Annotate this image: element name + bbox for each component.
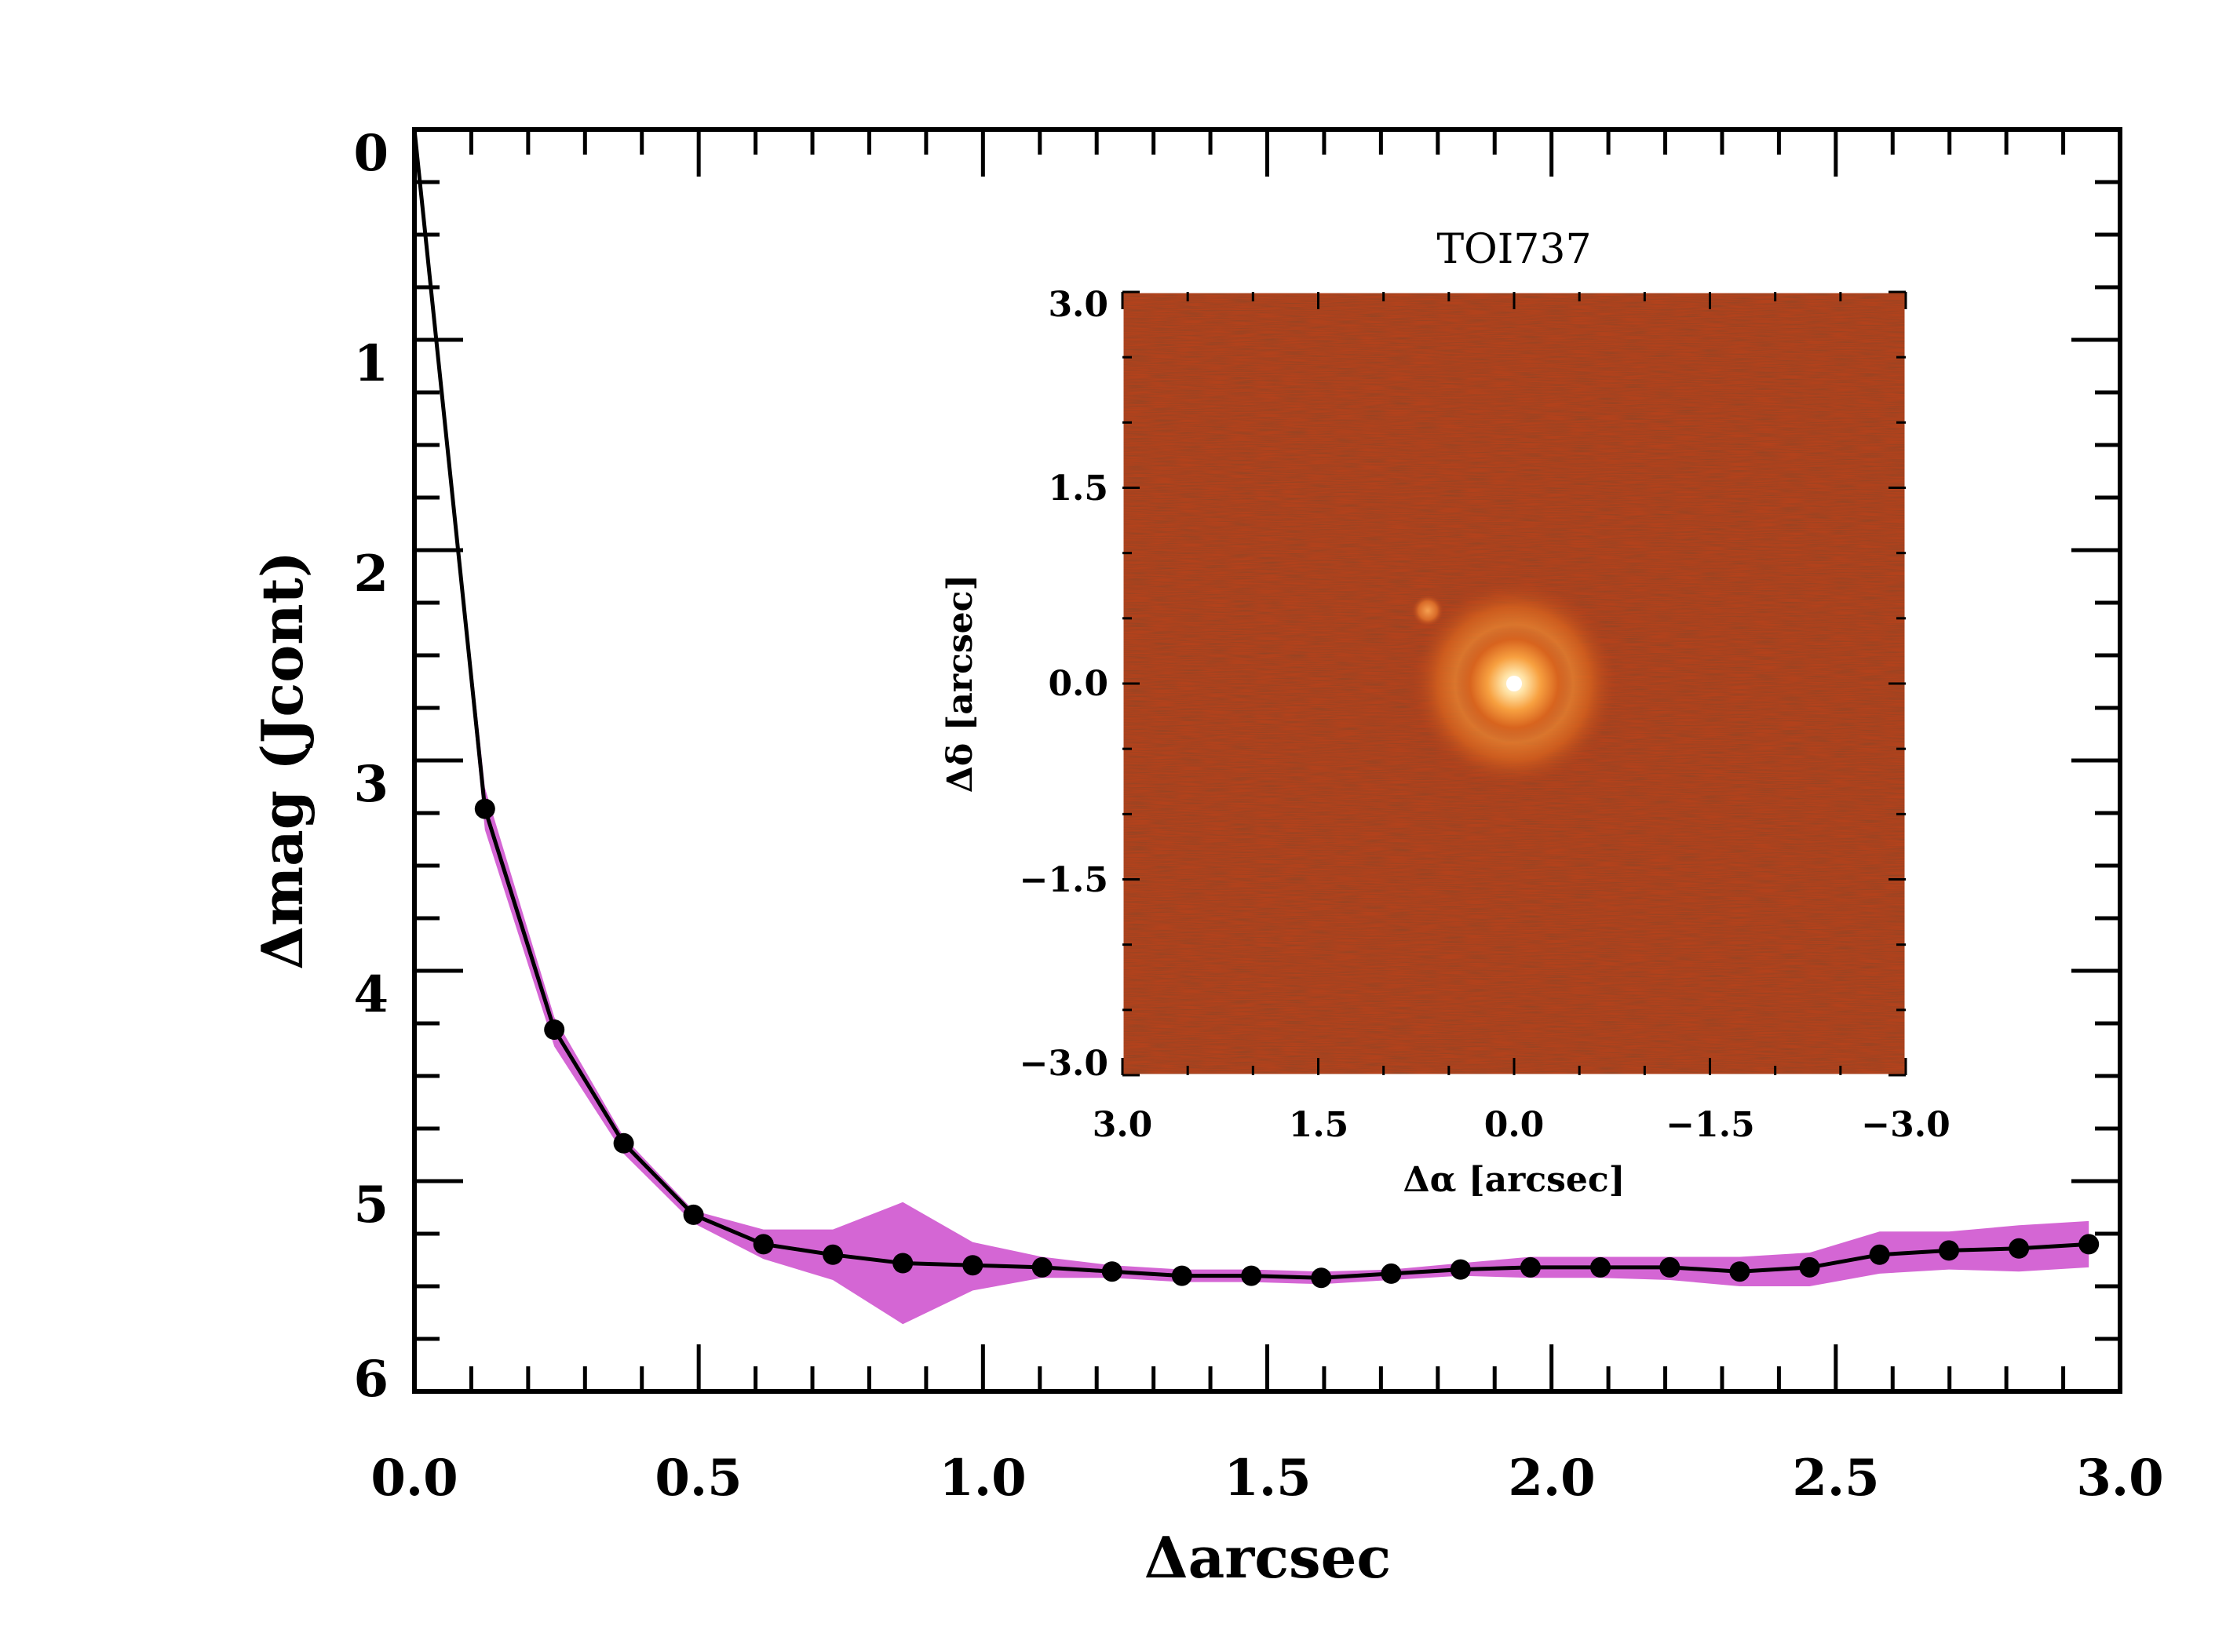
data-point — [1381, 1263, 1402, 1284]
data-point — [823, 1244, 844, 1265]
inset-y-tick-label: 1.5 — [1048, 469, 1108, 509]
data-point — [1450, 1259, 1471, 1280]
data-point — [1311, 1267, 1332, 1289]
inset-y-axis-title: Δδ [arcsec] — [940, 574, 980, 793]
data-point — [1729, 1261, 1750, 1282]
inset-x-tick-label: 3.0 — [1093, 1105, 1153, 1145]
x-tick-label: 0.5 — [655, 1449, 742, 1508]
data-point — [892, 1253, 914, 1274]
inset-y-tick-label: 3.0 — [1048, 285, 1108, 325]
data-point — [1799, 1256, 1820, 1278]
x-tick-label: 0.0 — [370, 1449, 458, 1508]
inset-x-axis-title: Δα [arcsec] — [1403, 1160, 1626, 1200]
inset-y-tick-label: 0.0 — [1048, 664, 1108, 704]
data-point — [613, 1132, 634, 1154]
x-tick-label: 2.5 — [1792, 1449, 1879, 1508]
data-point — [2078, 1234, 2100, 1255]
data-point — [1101, 1261, 1122, 1282]
y-axis-title: Δmag (Jcont) — [249, 551, 316, 970]
inset-x-tick-label: −3.0 — [1861, 1105, 1950, 1145]
inset-x-tick-label: 1.5 — [1289, 1105, 1349, 1145]
y-tick-labels: 0 1 2 3 4 5 6 — [353, 124, 389, 1409]
data-point — [1659, 1256, 1680, 1278]
data-point — [683, 1204, 704, 1225]
primary-star-core — [1506, 676, 1522, 691]
inset-y-tick-label: −3.0 — [1020, 1044, 1108, 1084]
inset-x-tick-label: −1.5 — [1666, 1105, 1754, 1145]
x-tick-labels: 0.0 0.5 1.0 1.5 2.0 2.5 3.0 — [370, 1449, 2163, 1508]
y-tick-label: 0 — [353, 124, 389, 183]
y-tick-label: 1 — [353, 334, 389, 393]
data-point — [1031, 1256, 1053, 1278]
data-point — [1939, 1240, 1959, 1261]
data-point — [1869, 1244, 1890, 1265]
companion-star — [1412, 595, 1443, 626]
inset-x-tick-labels: 3.0 1.5 0.0 −1.5 −3.0 — [1093, 1105, 1951, 1145]
inset-y-tick-labels: 3.0 1.5 0.0 −1.5 −3.0 — [1020, 285, 1108, 1084]
y-tick-label: 2 — [353, 545, 389, 604]
y-tick-label: 3 — [353, 755, 389, 814]
data-point — [1171, 1265, 1192, 1286]
y-tick-label: 6 — [353, 1350, 389, 1409]
data-point — [544, 1019, 565, 1040]
inset-x-tick-label: 0.0 — [1484, 1105, 1545, 1145]
x-tick-label: 1.5 — [1224, 1449, 1311, 1508]
y-tick-label: 5 — [353, 1176, 389, 1234]
data-point — [1520, 1256, 1541, 1278]
y-tick-label: 4 — [353, 965, 389, 1024]
inset-axis-ticks — [1121, 290, 1907, 1077]
data-point — [1241, 1265, 1262, 1286]
inset-title: TOI737 — [1436, 226, 1591, 273]
data-point — [474, 798, 495, 819]
x-tick-label: 2.0 — [1508, 1449, 1595, 1508]
data-point — [753, 1234, 774, 1255]
inset-image-panel: TOI737 3.0 1.5 0.0 −1.5 −3.0 3.0 1.5 0.0… — [940, 226, 1951, 1200]
x-tick-label: 1.0 — [939, 1449, 1026, 1508]
contrast-points — [474, 798, 2100, 1289]
x-axis-title: Δarcsec — [1144, 1524, 1391, 1591]
inset-y-tick-label: −1.5 — [1020, 860, 1108, 900]
data-point — [2009, 1238, 2030, 1259]
x-tick-label: 3.0 — [2076, 1449, 2163, 1508]
data-point — [962, 1255, 983, 1276]
main-axis-ticks — [412, 127, 2122, 1394]
data-point — [1590, 1256, 1611, 1278]
